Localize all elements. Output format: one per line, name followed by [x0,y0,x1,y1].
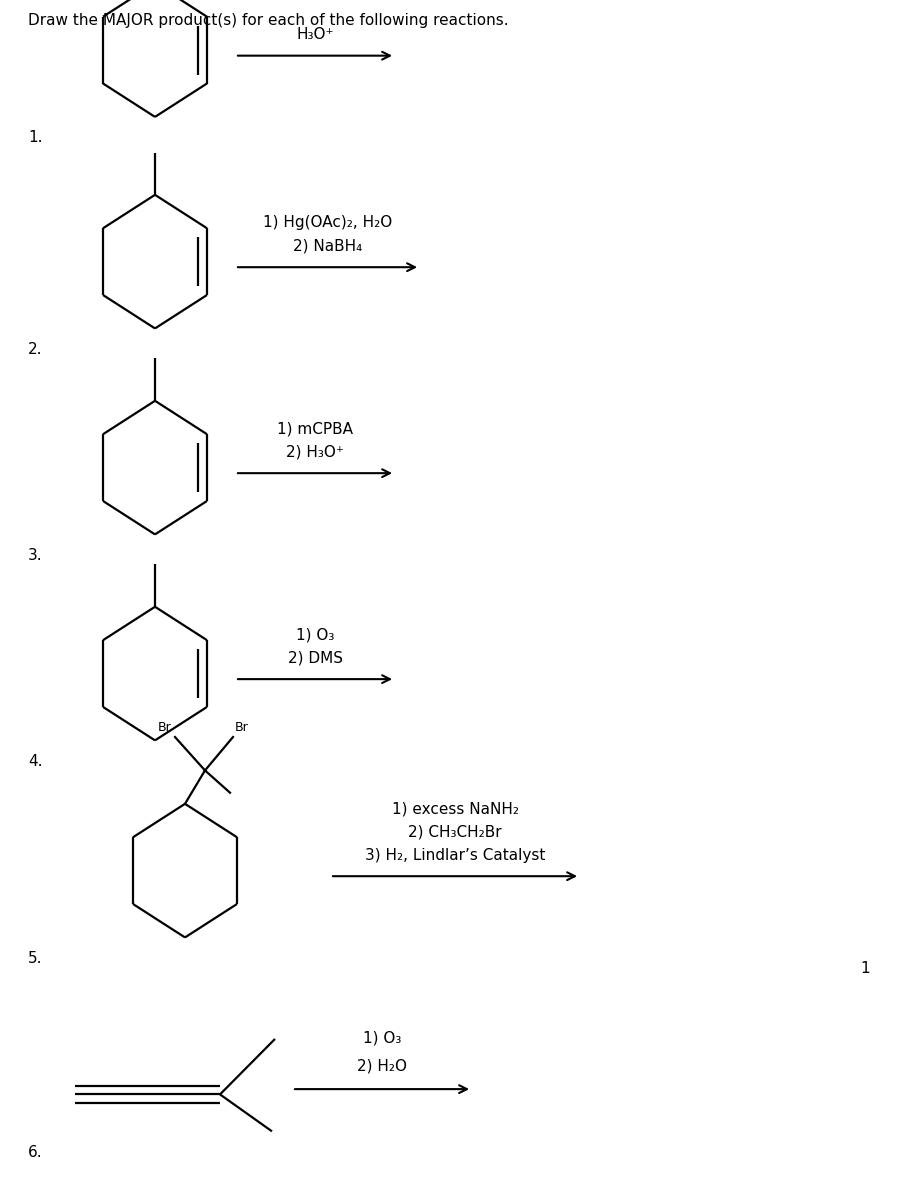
Text: 1) mCPBA: 1) mCPBA [277,421,353,437]
Text: 5.: 5. [28,950,43,966]
Text: 1) O₃: 1) O₃ [363,1031,401,1045]
Text: 6.: 6. [28,1145,43,1159]
Text: Draw the MAJOR product(s) for each of the following reactions.: Draw the MAJOR product(s) for each of th… [28,13,509,29]
Text: Br: Br [157,721,171,733]
Text: 1: 1 [860,961,870,976]
Text: H₃O⁺: H₃O⁺ [296,28,334,42]
Text: 2.: 2. [28,342,43,356]
Text: 2) DMS: 2) DMS [287,650,343,666]
Text: 1) excess NaNH₂: 1) excess NaNH₂ [392,802,518,816]
Text: 2) CH₃CH₂Br: 2) CH₃CH₂Br [408,824,502,840]
Text: 3.: 3. [28,547,43,563]
Text: 1.: 1. [28,131,43,145]
Text: 2) H₂O: 2) H₂O [357,1058,407,1073]
Text: 3) H₂, Lindlar’s Catalyst: 3) H₂, Lindlar’s Catalyst [365,848,545,863]
Text: 2) NaBH₄: 2) NaBH₄ [293,239,362,254]
Text: 1) O₃: 1) O₃ [295,628,335,642]
Text: 4.: 4. [28,754,43,769]
Text: Br: Br [235,721,249,733]
Text: 1) Hg(OAc)₂, H₂O: 1) Hg(OAc)₂, H₂O [263,216,392,230]
Text: 2) H₃O⁺: 2) H₃O⁺ [286,445,344,460]
